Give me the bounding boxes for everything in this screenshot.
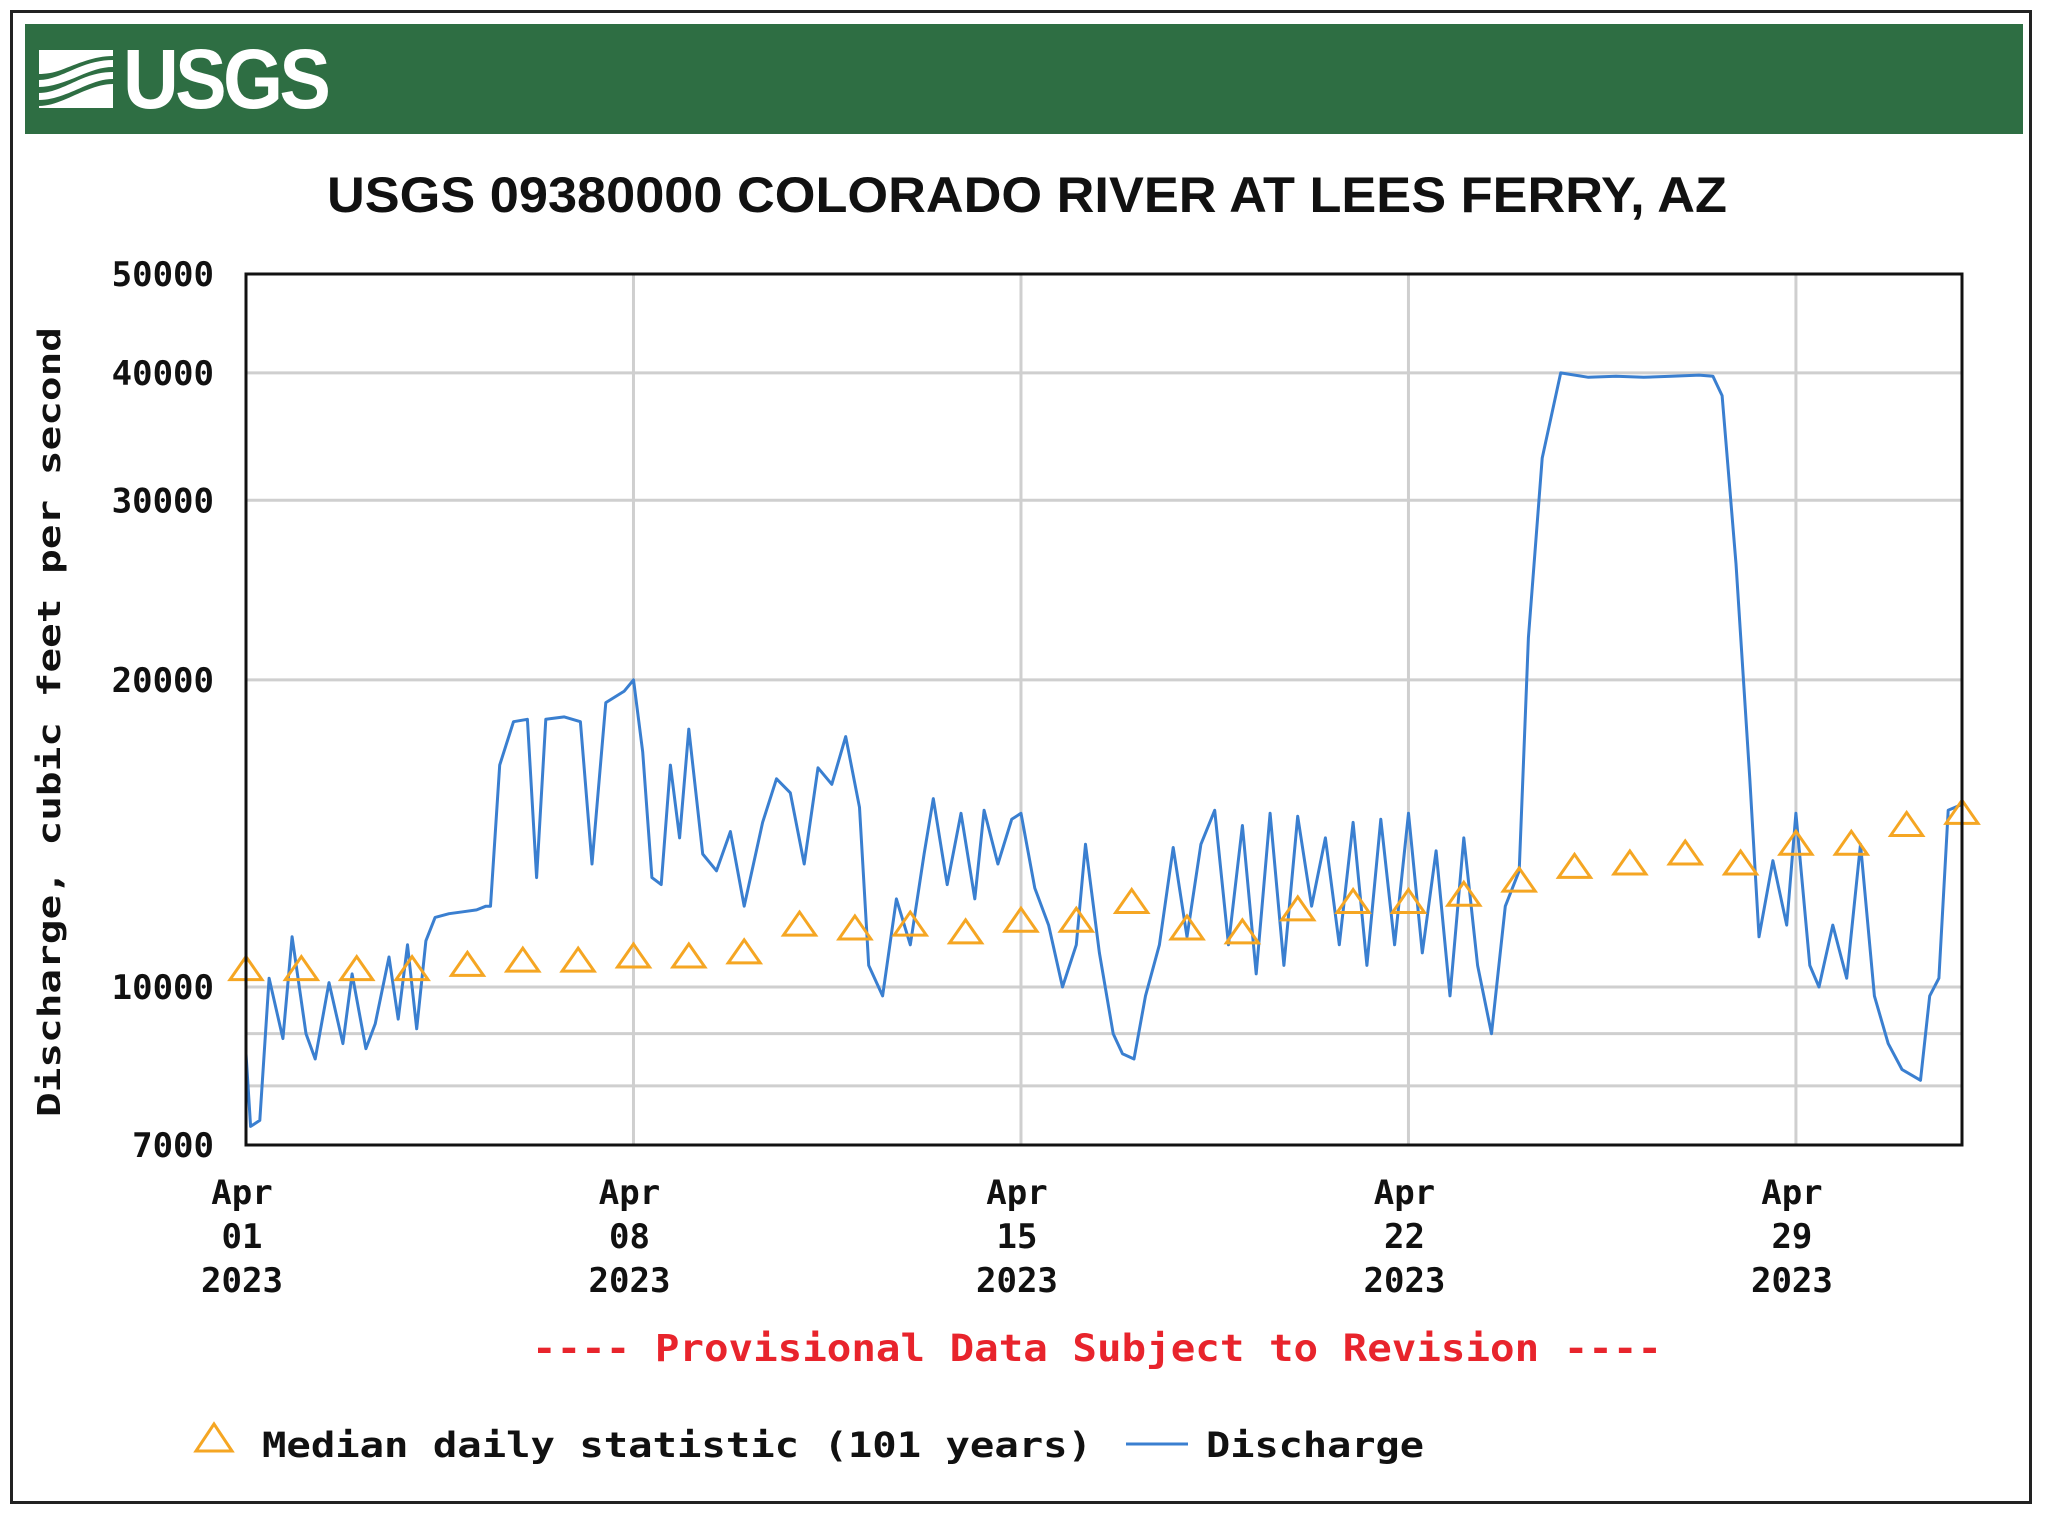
median-marker: [1500, 865, 1539, 893]
legend-median-label: Median daily statistic (101 years): [262, 1426, 1092, 1466]
x-tick-label: Apr: [211, 1173, 272, 1213]
chart-title: USGS 09380000 COLORADO RIVER AT LEES FER…: [327, 167, 1727, 223]
median-marker: [836, 913, 874, 941]
median-marker: [337, 953, 376, 982]
y-tick-label: 10000: [112, 968, 214, 1008]
y-tick-label: 7000: [132, 1126, 214, 1166]
usgs-logo-text: USGS: [123, 32, 331, 126]
usgs-wave-icon: [39, 50, 113, 108]
usgs-banner: USGS: [25, 24, 2023, 134]
median-marker: [1389, 886, 1428, 915]
median-marker: [1334, 886, 1372, 915]
x-tick-label: 08: [609, 1217, 650, 1257]
series-layer: [227, 371, 1981, 1128]
median-marker: [1887, 809, 1926, 837]
median-marker: [1002, 905, 1040, 933]
provisional-note: ---- Provisional Data Subject to Revisio…: [532, 1327, 1662, 1370]
x-tick-label: Apr: [1761, 1173, 1822, 1213]
median-marker: [503, 945, 542, 973]
x-tick-labels: Apr012023Apr082023Apr152023Apr222023Apr2…: [201, 1173, 1833, 1301]
x-tick-label: 2023: [201, 1261, 283, 1301]
x-tick-label: 01: [222, 1217, 263, 1257]
discharge-line: [244, 371, 1963, 1128]
plot-border: [244, 272, 1964, 1147]
grid-lines: [244, 272, 1962, 1147]
median-marker: [614, 941, 653, 969]
median-marker: [393, 953, 431, 982]
median-marker: [1555, 851, 1594, 879]
median-marker: [1721, 848, 1760, 876]
median-marker: [1278, 894, 1317, 922]
x-tick-label: 29: [1771, 1217, 1812, 1257]
x-tick-label: Apr: [1374, 1173, 1435, 1213]
x-tick-label: 22: [1384, 1217, 1425, 1257]
median-marker: [891, 909, 930, 937]
y-tick-label: 50000: [112, 255, 214, 295]
x-tick-label: 15: [996, 1217, 1037, 1257]
x-tick-label: 2023: [976, 1261, 1058, 1301]
x-tick-label: 2023: [1751, 1261, 1833, 1301]
median-marker: [559, 945, 597, 973]
x-tick-label: 2023: [589, 1261, 671, 1301]
legend: Median daily statistic (101 years) Disch…: [193, 1421, 1424, 1466]
median-marker: [780, 909, 819, 937]
x-tick-label: 2023: [1364, 1261, 1446, 1301]
median-marker: [448, 949, 487, 977]
median-marker: [1832, 828, 1871, 856]
y-tick-labels: 7000 10000 20000 30000 40000 50000: [112, 255, 214, 1166]
median-marker: [282, 953, 321, 982]
median-marker: [1777, 828, 1815, 856]
median-marker: [1057, 905, 1096, 933]
legend-median-triangle-icon: [193, 1421, 235, 1453]
median-marker: [946, 917, 985, 945]
median-marker: [1444, 879, 1483, 907]
median-marker: [669, 941, 708, 969]
y-tick-label: 30000: [112, 481, 214, 521]
y-axis-label: Discharge, cubic feet per second: [32, 327, 68, 1117]
median-marker: [1168, 913, 1206, 941]
usgs-logo: USGS: [39, 32, 345, 126]
x-tick-label: Apr: [986, 1173, 1047, 1213]
x-tick-label: Apr: [599, 1173, 660, 1213]
median-marker: [1223, 917, 1262, 945]
median-marker: [1611, 848, 1649, 876]
median-marker: [1666, 838, 1705, 866]
median-marker: [1112, 886, 1151, 915]
y-tick-label: 40000: [112, 354, 214, 394]
y-tick-label: 20000: [112, 661, 214, 701]
legend-discharge-label: Discharge: [1206, 1426, 1424, 1466]
median-marker: [725, 937, 764, 965]
